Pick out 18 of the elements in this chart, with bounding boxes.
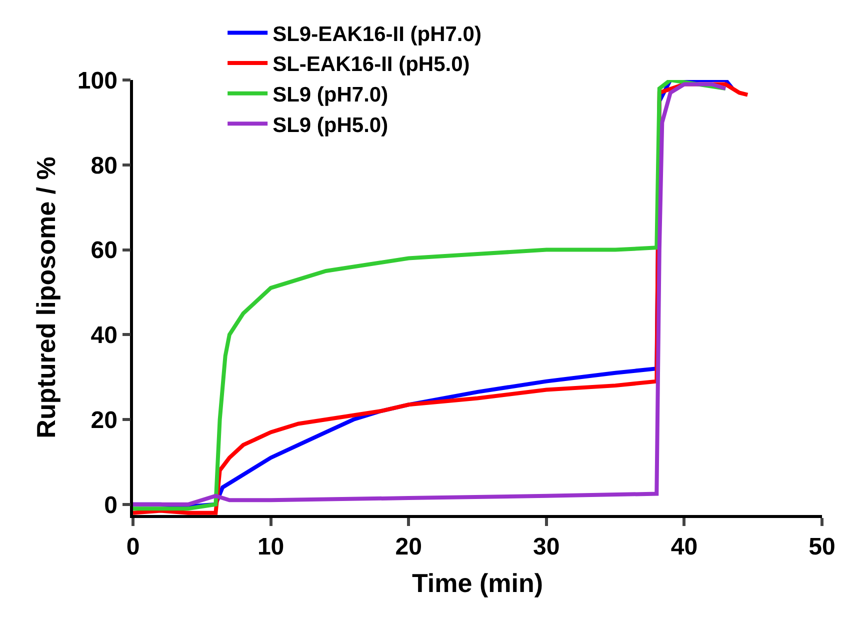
y-tick-label: 20 — [90, 406, 118, 434]
x-tick-label: 10 — [257, 534, 284, 561]
y-tick-label: 80 — [90, 152, 118, 180]
legend-label: SL-EAK16-II (pH5.0) — [272, 53, 470, 76]
legend-label: SL9 (pH5.0) — [272, 114, 388, 137]
y-tick-label: 40 — [90, 322, 118, 350]
x-tick-label: 50 — [808, 534, 836, 561]
y-tick-label: 60 — [90, 237, 118, 264]
x-tick-label: 20 — [395, 534, 422, 561]
y-axis-title: Ruptured liposome / % — [30, 156, 61, 438]
y-tick-label: 100 — [77, 67, 118, 94]
legend-label: SL9-EAK16-II (pH7.0) — [272, 22, 482, 46]
y-tick-label: 0 — [104, 492, 118, 519]
x-axis-title: Time (min) — [412, 568, 543, 598]
x-tick-label: 30 — [533, 534, 560, 561]
legend-label: SL9 (pH7.0) — [272, 84, 388, 107]
x-tick-label: 0 — [126, 534, 140, 561]
x-tick-label: 40 — [670, 534, 698, 561]
